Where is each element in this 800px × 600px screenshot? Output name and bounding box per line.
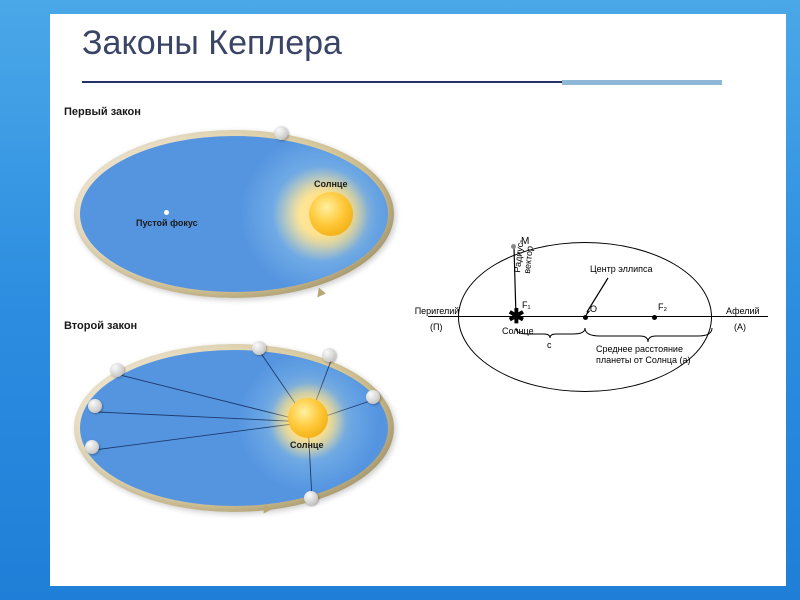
planet-1 [274, 126, 288, 140]
label-mean-distance: Среднее расстояние планеты от Солнца (а) [596, 344, 691, 366]
label-sun-right: Солнце [502, 326, 534, 336]
planet-2 [252, 341, 266, 355]
orbit-arrow-2 [263, 504, 272, 515]
underline-accent [562, 80, 722, 85]
first-law-label: Первый закон [64, 106, 430, 118]
slide-title: Законы Кеплера [82, 24, 766, 63]
sun-label-1: Солнце [314, 179, 347, 189]
empty-focus-dot [164, 210, 169, 215]
second-law-label: Второй закон [64, 320, 430, 332]
sun-label-2: Солнце [290, 440, 323, 450]
sun-icon-2 [288, 398, 328, 438]
orbit-fill-2 [80, 350, 388, 506]
label-f2: F₂ [658, 302, 667, 312]
label-aphelion-sym: (А) [734, 322, 746, 332]
planet-2 [304, 491, 318, 505]
label-radius-vector: Радиус- вектор [512, 239, 535, 274]
empty-focus-label: Пустой фокус [136, 218, 198, 228]
planet-2 [322, 348, 336, 362]
left-diagrams-panel: Первый закон Солнце Пустой фокус Второй … [50, 98, 430, 538]
label-c: с [547, 340, 552, 350]
first-law-diagram: Солнце Пустой фокус [64, 124, 404, 304]
right-schematic-diagram: М ✱ F₁ Солнце О F₂ Центр эллипса Радиус-… [428, 230, 768, 430]
second-law-diagram: Солнце [64, 338, 404, 518]
planet-2 [85, 440, 99, 454]
label-perihelion-sym: (П) [430, 322, 442, 332]
title-block: Законы Кеплера [82, 24, 766, 85]
label-aphelion: Афелий [726, 306, 760, 316]
label-f1: F₁ [522, 300, 531, 310]
schematic-lines [428, 230, 768, 430]
point-o [583, 315, 588, 320]
label-o: О [590, 304, 597, 314]
title-underline [82, 81, 722, 85]
label-center: Центр эллипса [590, 264, 653, 274]
label-perihelion: Перигелий [412, 306, 462, 316]
planet-2 [366, 390, 380, 404]
point-f2 [652, 315, 657, 320]
sun-icon-1 [309, 192, 353, 236]
orbit-arrow-1 [317, 287, 326, 298]
slide-content: Законы Кеплера Первый закон Солнце Пусто… [50, 14, 786, 586]
